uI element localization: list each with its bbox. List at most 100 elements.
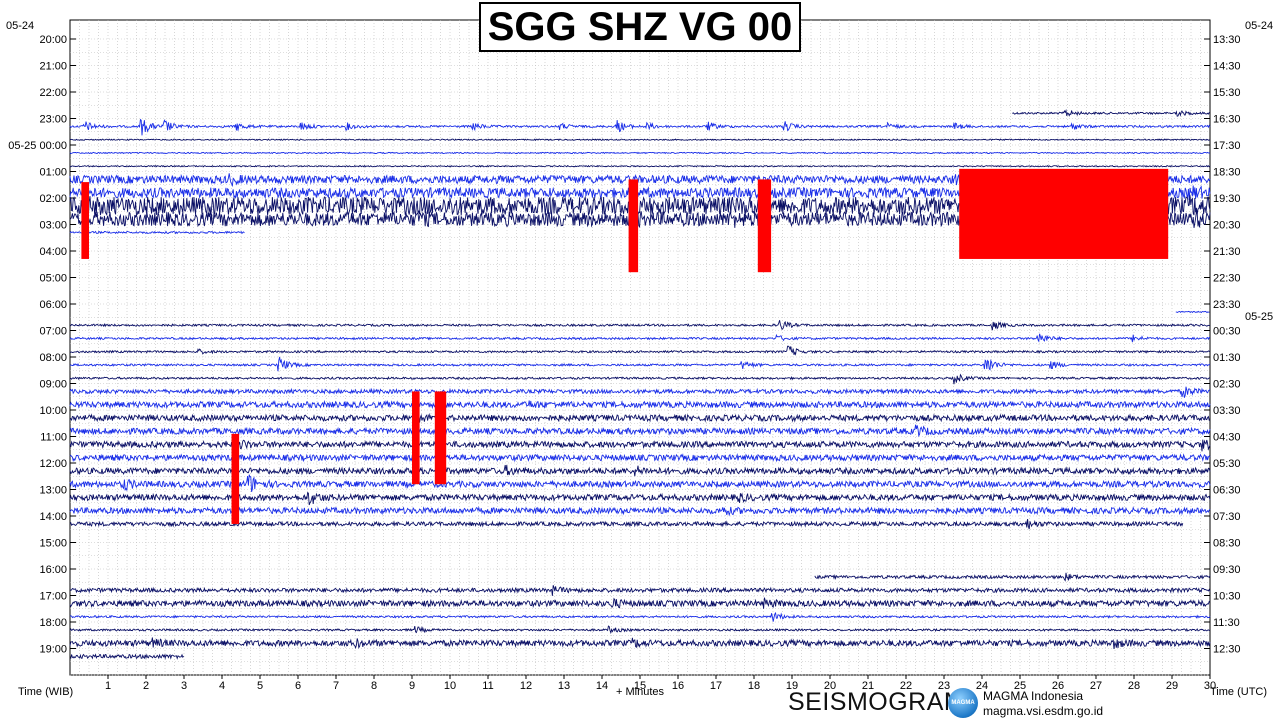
left-tick-label: 05-25 00:00 (8, 140, 67, 152)
left-tick-label: 04:00 (39, 246, 67, 258)
logo-text: MAGMA (951, 700, 975, 706)
left-axis-label: Time (WIB) (18, 686, 74, 698)
x-tick-label: 6 (295, 680, 301, 692)
x-tick-label: 24 (976, 680, 988, 692)
seismic-trace (814, 572, 1211, 582)
right-tick-label: 13:30 (1213, 34, 1241, 46)
x-tick-label: 16 (672, 680, 684, 692)
x-tick-label: 8 (371, 680, 377, 692)
x-tick-label: 20 (824, 680, 836, 692)
seismic-trace (69, 453, 1211, 463)
x-tick-label: 22 (900, 680, 912, 692)
right-tick-label: 20:30 (1213, 220, 1241, 232)
x-tick-label: 13 (558, 680, 570, 692)
x-tick-label: 3 (181, 680, 187, 692)
left-tick-label: 23:00 (39, 114, 67, 126)
right-tick-label: 18:30 (1213, 167, 1241, 179)
left-tick-label: 08:00 (39, 352, 67, 364)
org-name: MAGMA Indonesia (983, 689, 1084, 703)
right-tick-label: 06:30 (1213, 485, 1241, 497)
x-tick-label: 27 (1090, 680, 1102, 692)
clipped-event (81, 182, 89, 259)
right-tick-label: 10:30 (1213, 591, 1241, 603)
x-tick-label: 26 (1052, 680, 1064, 692)
seismic-trace (69, 653, 184, 660)
seismogram-brand: SEISMOGRAM (788, 688, 966, 716)
x-tick-label: 23 (938, 680, 950, 692)
left-tick-label: 13:00 (39, 485, 67, 497)
right-tick-label: 05:30 (1213, 458, 1241, 470)
seismic-trace (69, 597, 1211, 609)
clipped-event (1096, 168, 1169, 259)
left-tick-label: 16:00 (39, 564, 67, 576)
x-tick-label: 17 (710, 680, 722, 692)
clipped-event (231, 433, 240, 524)
right-tick-label: 02:30 (1213, 379, 1241, 391)
seismic-trace (69, 333, 1210, 343)
left-tick-label: 17:00 (39, 591, 67, 603)
x-tick-label: 18 (748, 680, 760, 692)
seismic-trace (1012, 108, 1211, 117)
seismic-trace (69, 164, 1211, 168)
seismic-trace (69, 474, 1211, 493)
next-date-right: 05-25 (1245, 311, 1274, 323)
left-tick-label: 22:00 (39, 87, 67, 99)
left-tick-label: 18:00 (39, 617, 67, 629)
x-tick-label: 29 (1166, 680, 1178, 692)
seismic-trace (69, 625, 1211, 635)
right-tick-label: 15:30 (1213, 87, 1241, 99)
seismic-trace (69, 412, 1211, 423)
clipped-event (959, 168, 1096, 259)
seismic-trace (69, 386, 1211, 398)
x-tick-label: 25 (1014, 680, 1026, 692)
right-tick-label: 04:30 (1213, 432, 1241, 444)
x-tick-label: 19 (786, 680, 798, 692)
left-tick-label: 14:00 (39, 511, 67, 523)
left-tick-label: 20:00 (39, 34, 67, 46)
right-tick-label: 21:30 (1213, 246, 1241, 258)
seismic-trace (69, 518, 1184, 530)
left-tick-label: 09:00 (39, 379, 67, 391)
left-tick-label: 10:00 (39, 405, 67, 417)
x-tick-label: 5 (257, 680, 263, 692)
left-tick-label: 21:00 (39, 61, 67, 73)
seismic-trace (69, 464, 1211, 477)
right-tick-label: 14:30 (1213, 61, 1241, 73)
seismic-trace (69, 585, 1211, 596)
clipped-event (757, 179, 772, 273)
clipped-event (434, 391, 447, 485)
seismic-trace (69, 491, 1211, 506)
station-title: SGG SHZ VG 00 (479, 2, 801, 52)
seismic-trace (69, 138, 1211, 142)
left-tick-label: 12:00 (39, 458, 67, 470)
right-tick-label: 19:30 (1213, 193, 1241, 205)
seismic-trace (69, 345, 1211, 356)
x-tick-label: 15 (634, 680, 646, 692)
x-tick-label: 2 (143, 680, 149, 692)
right-tick-label: 23:30 (1213, 299, 1241, 311)
x-tick-label: 11 (482, 680, 493, 692)
right-tick-label: 22:30 (1213, 273, 1241, 285)
right-axis-label: Time (UTC) (1210, 686, 1268, 698)
seismic-trace (69, 611, 1211, 622)
right-tick-label: 12:30 (1213, 644, 1241, 656)
clipped-event (412, 391, 420, 485)
start-date-left: 05-24 (6, 20, 35, 32)
left-tick-label: 07:00 (39, 326, 67, 338)
x-axis-label: + Minutes (616, 686, 664, 698)
left-tick-label: 15:00 (39, 538, 67, 550)
x-tick-label: 28 (1128, 680, 1140, 692)
right-tick-label: 03:30 (1213, 405, 1241, 417)
seismic-trace (69, 356, 1211, 372)
clipped-event (628, 179, 639, 273)
left-tick-label: 06:00 (39, 299, 67, 311)
seismic-trace (1175, 310, 1210, 314)
left-tick-label: 03:00 (39, 220, 67, 232)
seismic-trace (69, 439, 1211, 452)
right-tick-label: 00:30 (1213, 326, 1241, 338)
seismic-trace (69, 118, 1211, 136)
left-tick-label: 02:00 (39, 193, 67, 205)
left-tick-label: 11:00 (40, 432, 67, 444)
x-tick-label: 7 (333, 680, 339, 692)
x-tick-label: 12 (520, 680, 532, 692)
